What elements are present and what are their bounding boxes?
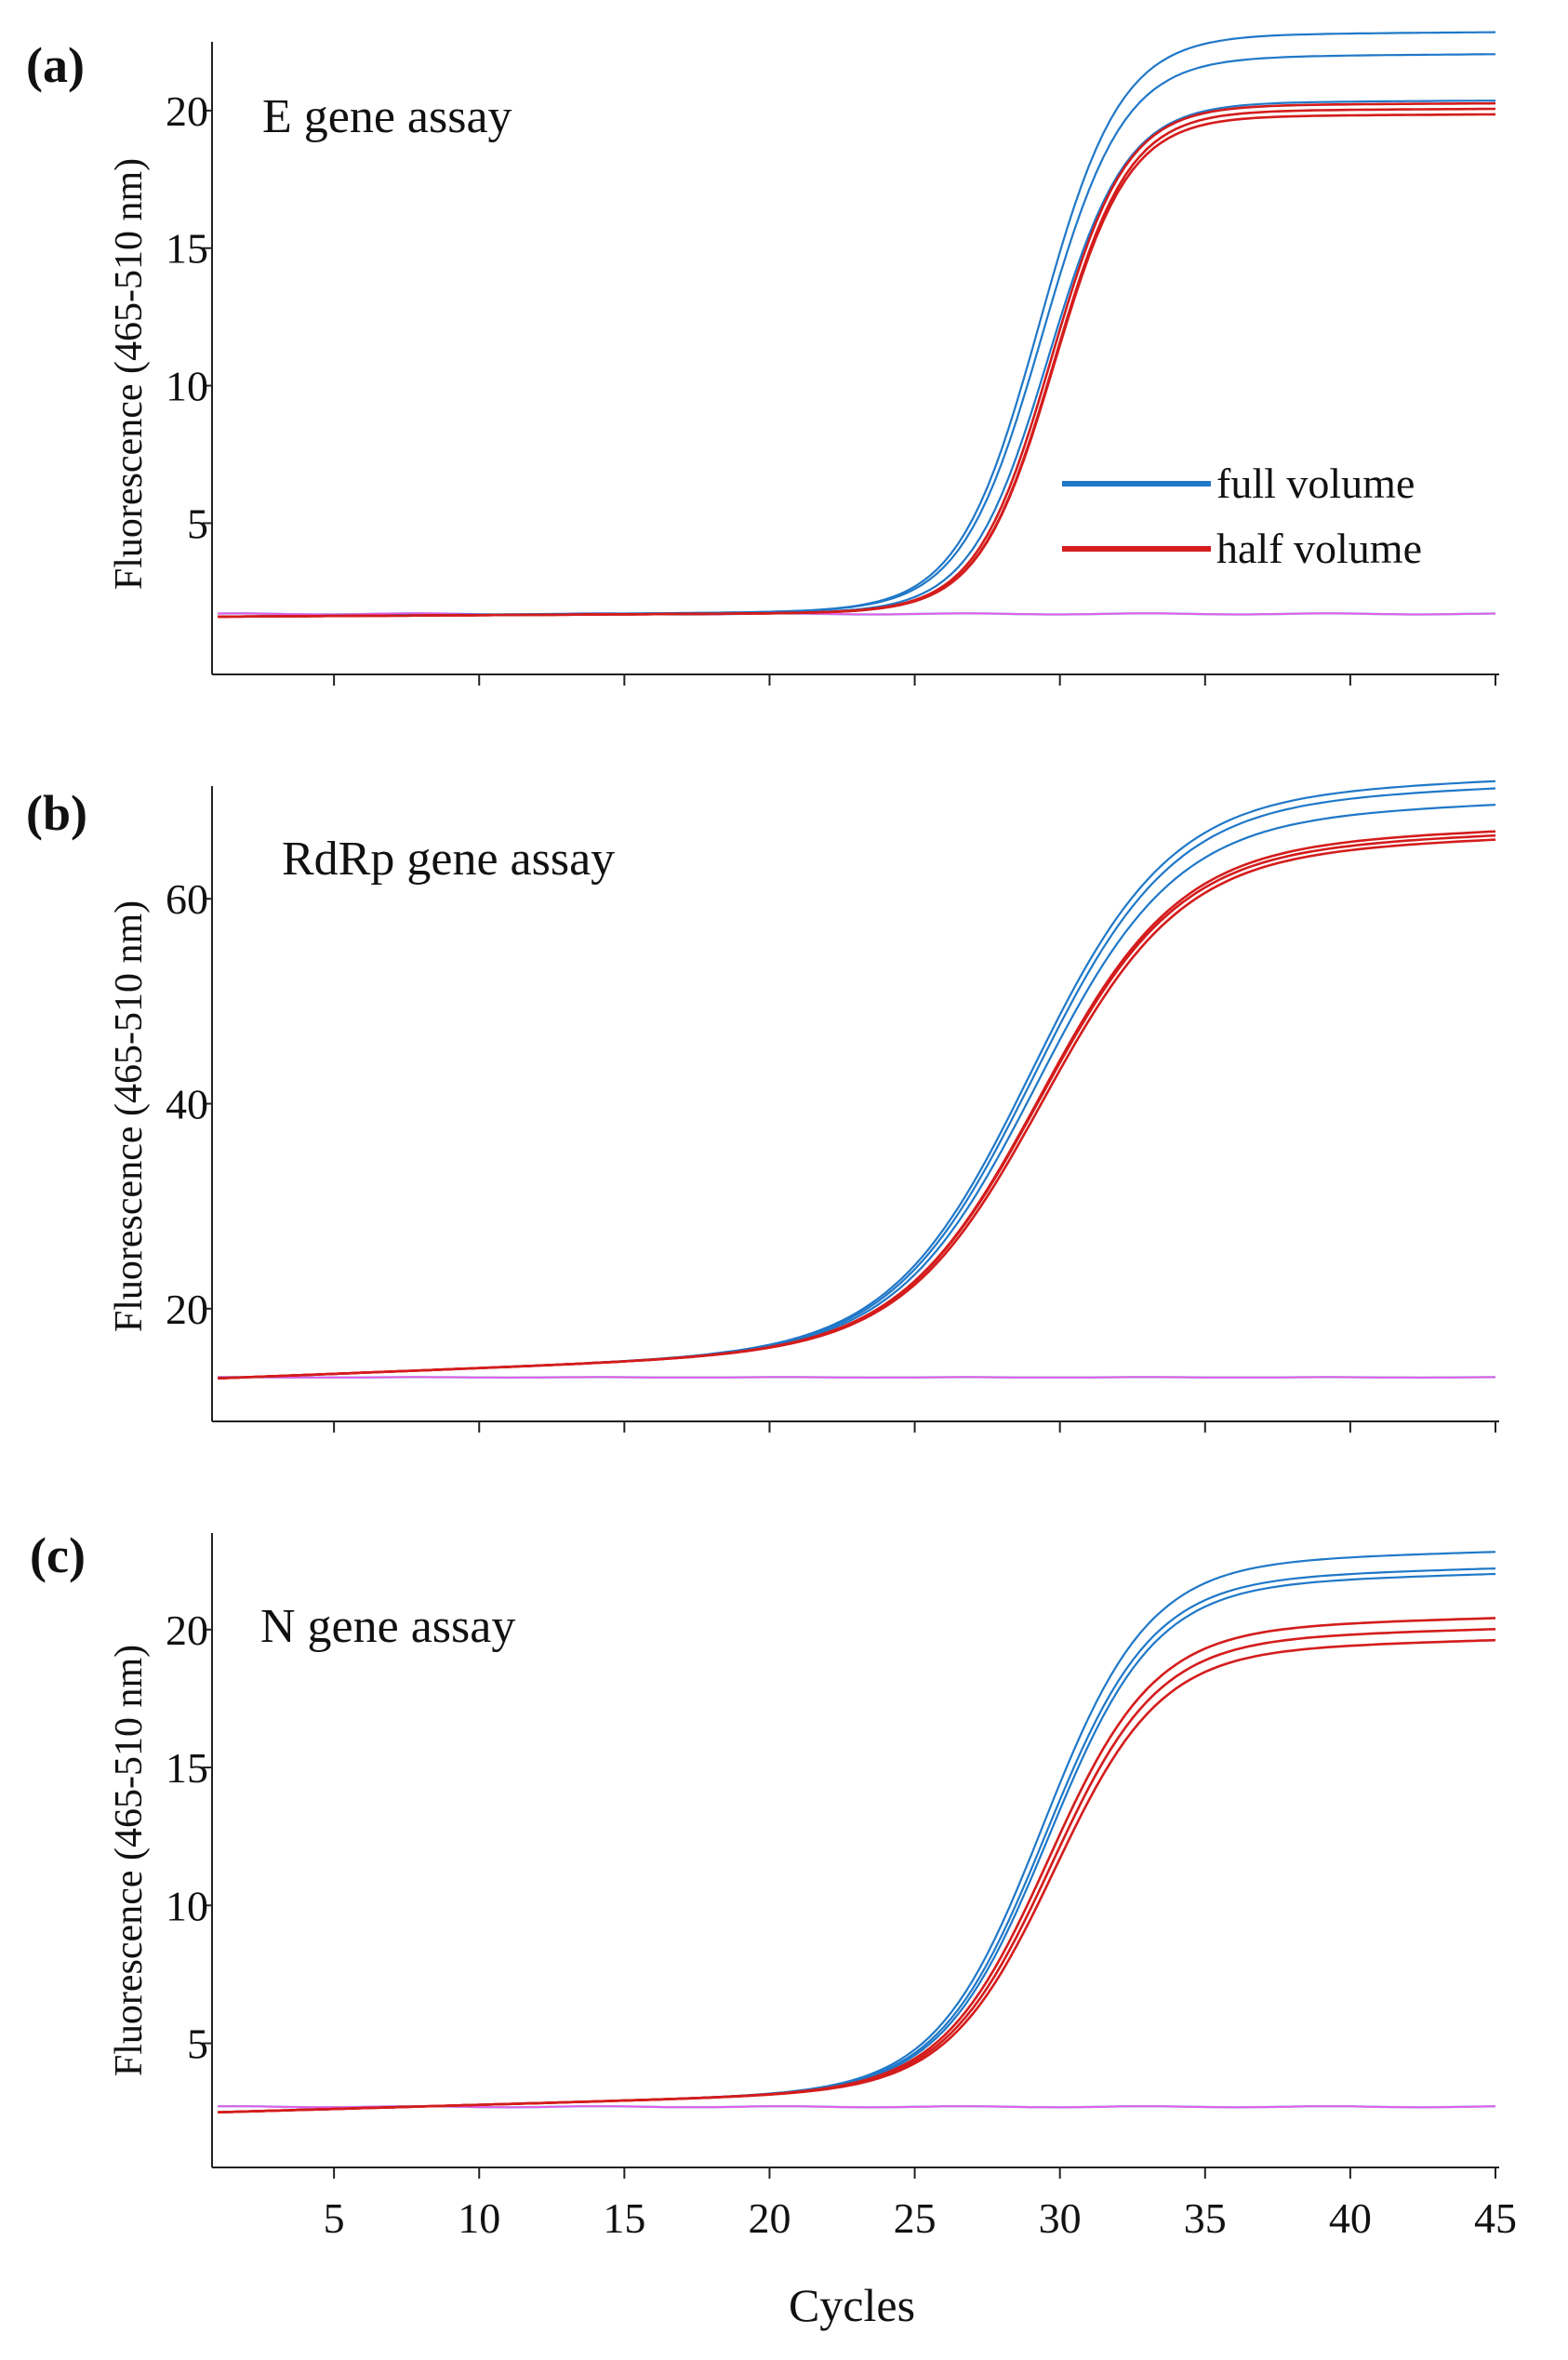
x-tick-label: 10	[458, 2194, 500, 2242]
x-tick-label: 40	[1329, 2194, 1372, 2242]
y-tick-label: 20	[166, 1607, 208, 1654]
series-line-half-volume	[218, 113, 1496, 619]
panel-b: (b) RdRp gene assay Fluorescence (465-51…	[26, 780, 1499, 1433]
y-tick-label: 5	[187, 2020, 208, 2068]
series-line-half-volume	[218, 830, 1496, 1380]
x-tick-label: 45	[1474, 2194, 1517, 2242]
panel-a: (a) E gene assay Fluorescence (465-510 n…	[26, 31, 1499, 686]
series-line-full-volume	[218, 804, 1496, 1380]
series-line-full-volume	[218, 1572, 1496, 2113]
legend-full-volume-label: full volume	[1216, 460, 1415, 507]
panel-a-ylabel: Fluorescence (465-510 nm)	[108, 158, 151, 590]
panel-a-label: (a)	[26, 37, 85, 93]
x-tick-label: 20	[748, 2194, 791, 2242]
y-tick-label: 15	[166, 225, 208, 273]
panel-b-plot-area: 20 40 60	[166, 780, 1499, 1433]
x-tick-label: 15	[603, 2194, 645, 2242]
panel-a-legend: full volume half volume	[1062, 460, 1422, 572]
x-axis-label: Cycles	[789, 2279, 915, 2331]
y-tick-label: 15	[166, 1744, 208, 1792]
x-tick-label: 35	[1184, 2194, 1227, 2242]
series-line-half-volume	[218, 1628, 1496, 2113]
y-tick-label: 40	[166, 1081, 208, 1128]
x-tick-label: 25	[894, 2194, 937, 2242]
series-line-half-volume	[218, 838, 1496, 1380]
series-line-half-volume	[218, 833, 1496, 1380]
y-tick-label: 20	[166, 87, 208, 135]
panel-a-title: E gene assay	[262, 90, 512, 143]
negative-control-line	[218, 612, 1496, 616]
series-line-half-volume	[218, 1617, 1496, 2113]
y-tick-label: 5	[187, 500, 208, 547]
panel-b-title: RdRp gene assay	[282, 833, 615, 886]
y-tick-label: 20	[166, 1286, 208, 1333]
y-tick-label: 60	[166, 875, 208, 923]
panel-b-label: (b)	[26, 785, 87, 841]
x-tick-label: 5	[324, 2194, 345, 2242]
panel-c: (c) N gene assay Fluorescence (465-510 n…	[30, 1527, 1517, 2331]
panel-c-ylabel: Fluorescence (465-510 nm)	[108, 1645, 151, 2076]
panel-c-label: (c)	[30, 1527, 86, 1583]
panel-c-title: N gene assay	[260, 1600, 515, 1653]
y-tick-label: 10	[166, 1882, 208, 1929]
panel-b-ylabel: Fluorescence (465-510 nm)	[108, 900, 151, 1332]
negative-control-line	[218, 1376, 1496, 1379]
panel-a-plot-area: 5 10 15 20	[166, 31, 1499, 686]
panel-c-plot-area: 5 10 15 20 5 10 15 20 25 30 35 40 45	[166, 1533, 1517, 2242]
legend-half-volume-label: half volume	[1216, 525, 1422, 572]
x-tick-label: 30	[1039, 2194, 1082, 2242]
series-line-half-volume	[218, 1638, 1496, 2113]
y-tick-label: 10	[166, 363, 208, 410]
